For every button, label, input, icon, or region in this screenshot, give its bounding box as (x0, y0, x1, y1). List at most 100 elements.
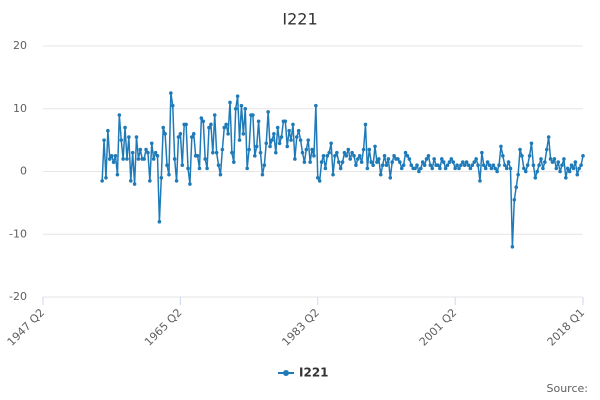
point (426, 154, 431, 158)
point (172, 157, 177, 161)
point (424, 157, 429, 161)
point (356, 157, 360, 161)
point (149, 141, 154, 146)
point (211, 150, 215, 155)
point (321, 154, 326, 158)
point (151, 157, 156, 161)
point (254, 144, 259, 149)
point (132, 182, 137, 186)
point (525, 163, 530, 168)
point (159, 175, 164, 180)
point (256, 119, 261, 124)
point (571, 166, 576, 171)
point (485, 160, 490, 164)
x-tick-label: 1947 Q2 (5, 306, 48, 349)
point (565, 166, 570, 171)
point (304, 147, 309, 152)
point (460, 160, 465, 164)
point (239, 103, 244, 108)
point (268, 144, 272, 149)
x-tick-label: 2001 Q2 (417, 306, 460, 349)
point (533, 175, 538, 180)
point (161, 125, 166, 130)
point (489, 166, 494, 171)
point (409, 163, 414, 168)
point (174, 179, 179, 183)
point (293, 157, 297, 161)
point (445, 163, 450, 168)
point (134, 135, 139, 139)
point (287, 128, 291, 133)
point (443, 166, 448, 171)
point (102, 138, 106, 142)
point (499, 144, 503, 149)
point (291, 122, 295, 127)
point (314, 103, 318, 108)
y-tick-label: 20 (13, 39, 27, 52)
point (564, 175, 568, 180)
point (266, 110, 270, 114)
point (342, 150, 347, 155)
point (344, 154, 349, 158)
point (224, 122, 228, 127)
point (378, 172, 383, 177)
point (407, 157, 412, 161)
point (558, 169, 562, 174)
point (405, 154, 410, 158)
legend-label: I221 (299, 366, 329, 380)
point (106, 128, 110, 133)
point (504, 166, 509, 171)
point (275, 125, 280, 130)
source: Source: (547, 382, 589, 395)
point (535, 169, 540, 174)
point (367, 147, 372, 152)
point (329, 141, 333, 146)
point (294, 135, 299, 139)
point (502, 163, 507, 168)
point (359, 160, 364, 164)
point (480, 150, 484, 155)
point (336, 160, 341, 164)
point (436, 163, 440, 168)
point (260, 172, 265, 177)
point (543, 160, 547, 164)
point (312, 154, 316, 158)
y-tick-label: -20 (9, 290, 27, 303)
point (195, 154, 200, 158)
point (109, 154, 114, 158)
point (514, 185, 519, 189)
point (243, 106, 248, 111)
point (222, 125, 227, 130)
point (546, 135, 551, 139)
point (459, 163, 463, 168)
point (554, 166, 559, 171)
point (579, 163, 583, 168)
point (365, 166, 370, 171)
y-tick-label: 0 (20, 165, 27, 178)
point (447, 160, 452, 164)
point (107, 157, 112, 161)
point (575, 172, 580, 177)
point (430, 166, 435, 171)
point (377, 157, 381, 161)
point (573, 160, 578, 164)
point (199, 116, 204, 120)
point (401, 163, 406, 168)
point (148, 179, 152, 183)
x-tick-label: 1983 Q2 (279, 306, 322, 349)
point (560, 163, 564, 168)
point (371, 163, 375, 168)
point (258, 150, 263, 155)
point (388, 175, 393, 180)
point (186, 166, 190, 171)
point (539, 157, 543, 161)
point (165, 163, 169, 168)
point (319, 160, 324, 164)
point (522, 166, 526, 171)
point (125, 157, 129, 161)
point (205, 166, 209, 171)
point (439, 157, 444, 161)
point (468, 166, 473, 171)
y-tick-label: 10 (13, 102, 27, 115)
point (333, 154, 337, 158)
